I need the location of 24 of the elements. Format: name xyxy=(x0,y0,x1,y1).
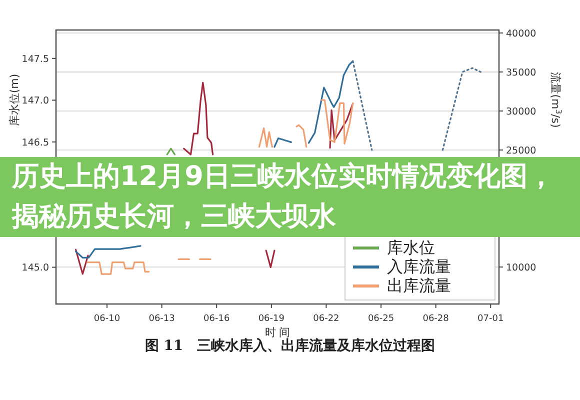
x-tick-label: 06-13 xyxy=(148,314,175,324)
x-tick-label: 07-01 xyxy=(478,314,504,324)
y2-tick-label: 40000 xyxy=(506,28,536,40)
x-tick-label: 06-25 xyxy=(368,314,394,324)
y-tick-label: 147.5 xyxy=(22,54,49,65)
y2-tick-label: 30000 xyxy=(506,106,536,118)
y2-tick-label: 10000 xyxy=(506,262,536,274)
legend-label: 入库流量 xyxy=(387,257,451,276)
y-tick-label: 145.0 xyxy=(22,262,49,274)
y2-tick-label: 35000 xyxy=(506,67,536,78)
legend-label: 库水位 xyxy=(387,238,435,257)
caption: 图 11 三峡水库入、出库流量及库水位过程图 xyxy=(144,338,436,355)
x-axis-title: 时 间 xyxy=(264,326,290,339)
y-tick-label: 147.0 xyxy=(22,96,49,107)
x-tick-label: 06-22 xyxy=(313,314,340,324)
text: 历史上的12月9日三峡水位实时情况变化图，揭秘历史长河，三峡大坝水 xyxy=(0,157,580,237)
x-tick-label: 06-19 xyxy=(258,314,285,324)
x-tick-label: 06-16 xyxy=(204,314,230,324)
x-tick-label: 06-28 xyxy=(422,314,450,324)
y-tick-label: 146.5 xyxy=(22,137,49,148)
y2-tick-label: 25000 xyxy=(506,145,536,156)
x-tick-label: 06-10 xyxy=(94,314,120,324)
legend-label: 出库流量 xyxy=(387,276,451,295)
y-axis-title: 库水位(m) xyxy=(8,74,21,126)
